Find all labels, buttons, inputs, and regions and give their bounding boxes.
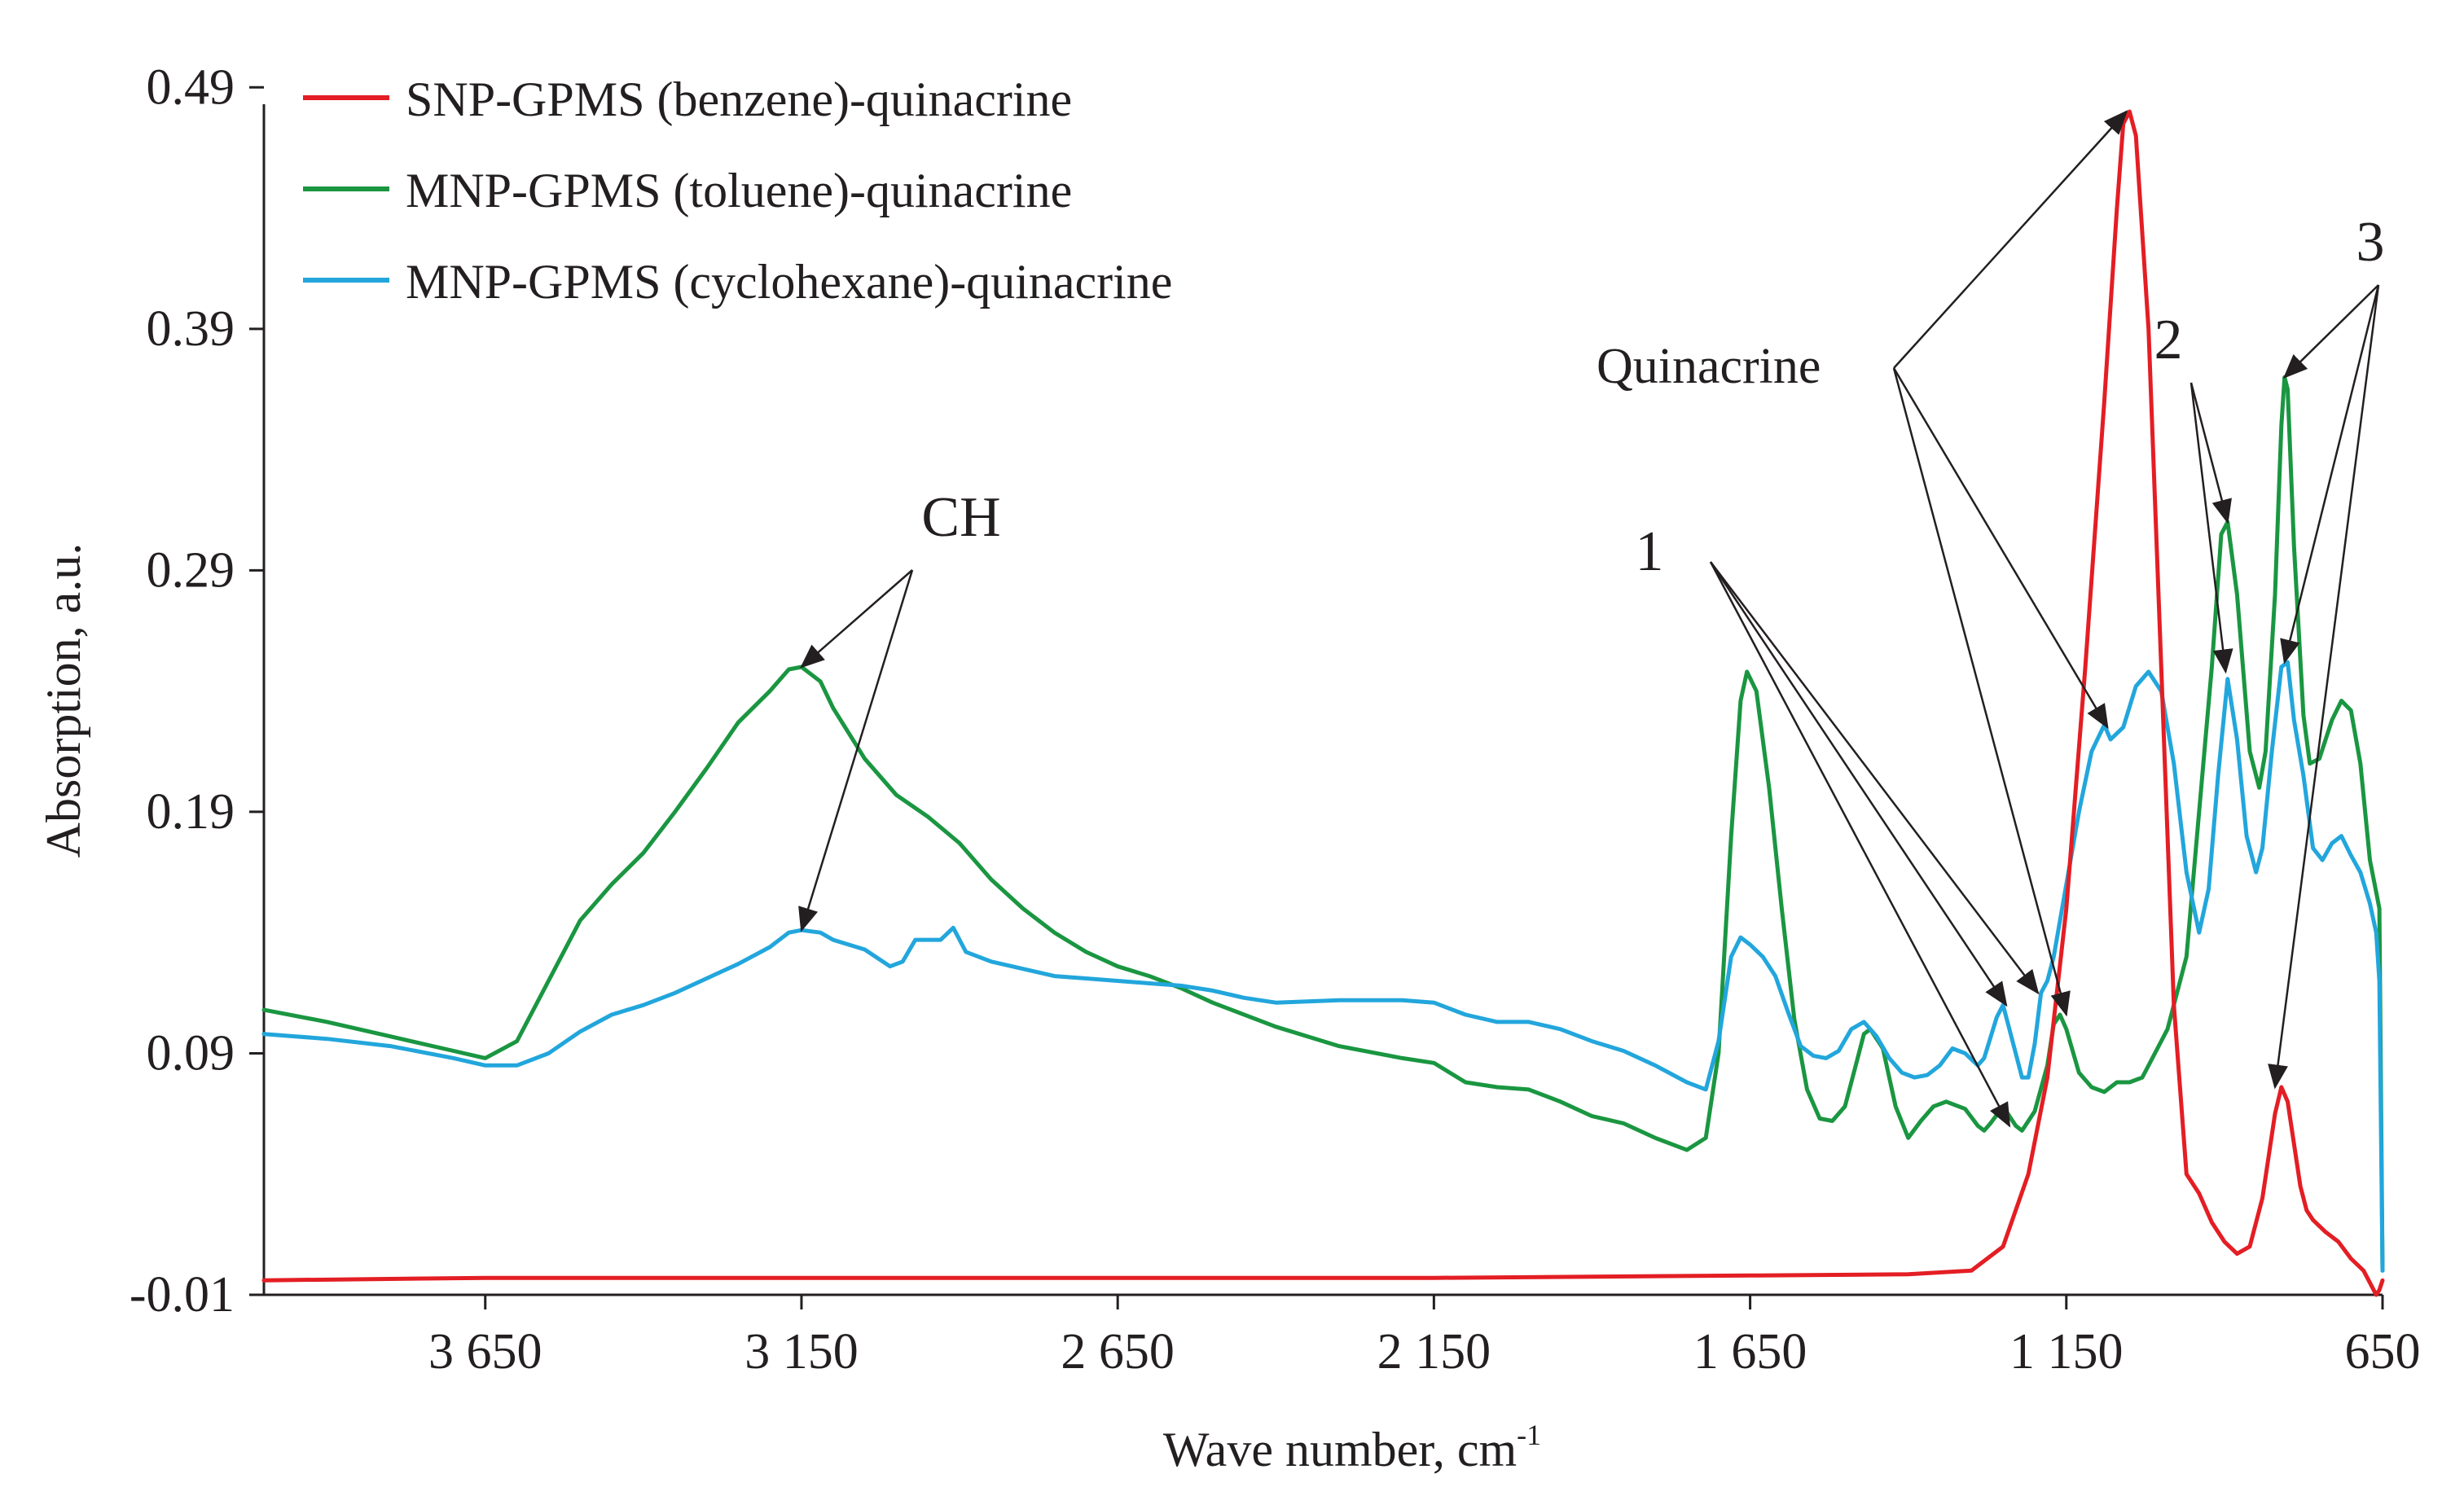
x-tick-label: 1 150 bbox=[2009, 1324, 2124, 1380]
x-tick-label: 3 650 bbox=[428, 1324, 542, 1380]
x-tick-label: 2 150 bbox=[1377, 1324, 1491, 1380]
annotation-quinacrine: Quinacrine bbox=[1597, 339, 1821, 394]
x-axis-title-superscript: -1 bbox=[1517, 1419, 1541, 1451]
annotations: CH Quinacrine 1 2 3 bbox=[798, 110, 2385, 1128]
legend-label-2: MNP-GPMS (cyclohexane)-quinacrine bbox=[406, 255, 1172, 309]
annotation-arrow-3-1 bbox=[2189, 382, 2233, 674]
legend: SNP-GPMS (benzene)-quinacrine MNP-GPMS (… bbox=[303, 72, 1172, 309]
legend-label-1: MNP-GPMS (toluene)-quinacrine bbox=[406, 164, 1072, 217]
y-tick-label: -0.01 bbox=[130, 1267, 235, 1323]
annotation-1: 1 bbox=[1636, 520, 1664, 583]
x-axis-title-text: Wave number, cm bbox=[1163, 1423, 1517, 1476]
y-tick-label: 0.39 bbox=[147, 301, 235, 357]
annotation-arrow-4-0 bbox=[2282, 284, 2379, 379]
series-layer bbox=[261, 109, 2385, 1297]
legend-label-0: SNP-GPMS (benzene)-quinacrine bbox=[406, 72, 1072, 126]
annotation-arrow-1-0 bbox=[1893, 110, 2128, 369]
y-tick-label: 0.29 bbox=[147, 542, 235, 598]
y-tick-label: 0.09 bbox=[147, 1025, 235, 1081]
annotation-arrow-1-2 bbox=[1892, 367, 2071, 1017]
annotation-arrow-3-0 bbox=[2189, 382, 2232, 524]
annotation-ch: CH bbox=[921, 486, 1000, 549]
y-axis-title: Absorption, a.u. bbox=[37, 543, 90, 858]
x-axis-title: Wave number, cm-1 bbox=[1163, 1419, 1541, 1476]
annotation-arrow-1-1 bbox=[1892, 367, 2109, 730]
x-tick-label: 1 650 bbox=[1693, 1324, 1807, 1380]
annotation-arrow-2-0 bbox=[1710, 561, 2040, 995]
y-axis-ticks: -0.01 0.09 0.19 0.29 0.39 0.49 bbox=[130, 59, 264, 1323]
x-tick-label: 650 bbox=[2345, 1324, 2421, 1380]
annotation-2: 2 bbox=[2154, 309, 2183, 371]
annotation-arrow-4-1 bbox=[2280, 284, 2380, 665]
y-tick-label: 0.19 bbox=[147, 784, 235, 840]
x-tick-label: 3 150 bbox=[744, 1324, 859, 1380]
series-line-2 bbox=[261, 660, 2385, 1273]
x-tick-label: 2 650 bbox=[1061, 1324, 1175, 1380]
series-line-1 bbox=[261, 375, 2385, 1273]
y-tick-label: 0.49 bbox=[147, 59, 235, 115]
annotation-arrow-0-0 bbox=[800, 569, 913, 669]
annotation-arrow-4-2 bbox=[2268, 284, 2380, 1090]
annotation-arrow-2-1 bbox=[1709, 561, 2008, 1007]
annotation-3: 3 bbox=[2356, 211, 2385, 274]
x-axis-ticks: 3 650 3 150 2 650 2 150 1 650 1 150 650 bbox=[428, 1295, 2421, 1380]
annotation-arrow-0-1 bbox=[798, 569, 914, 932]
annotation-arrow-2-2 bbox=[1709, 561, 2011, 1128]
annotation-arrows bbox=[798, 110, 2380, 1128]
series-line-0 bbox=[261, 109, 2385, 1297]
